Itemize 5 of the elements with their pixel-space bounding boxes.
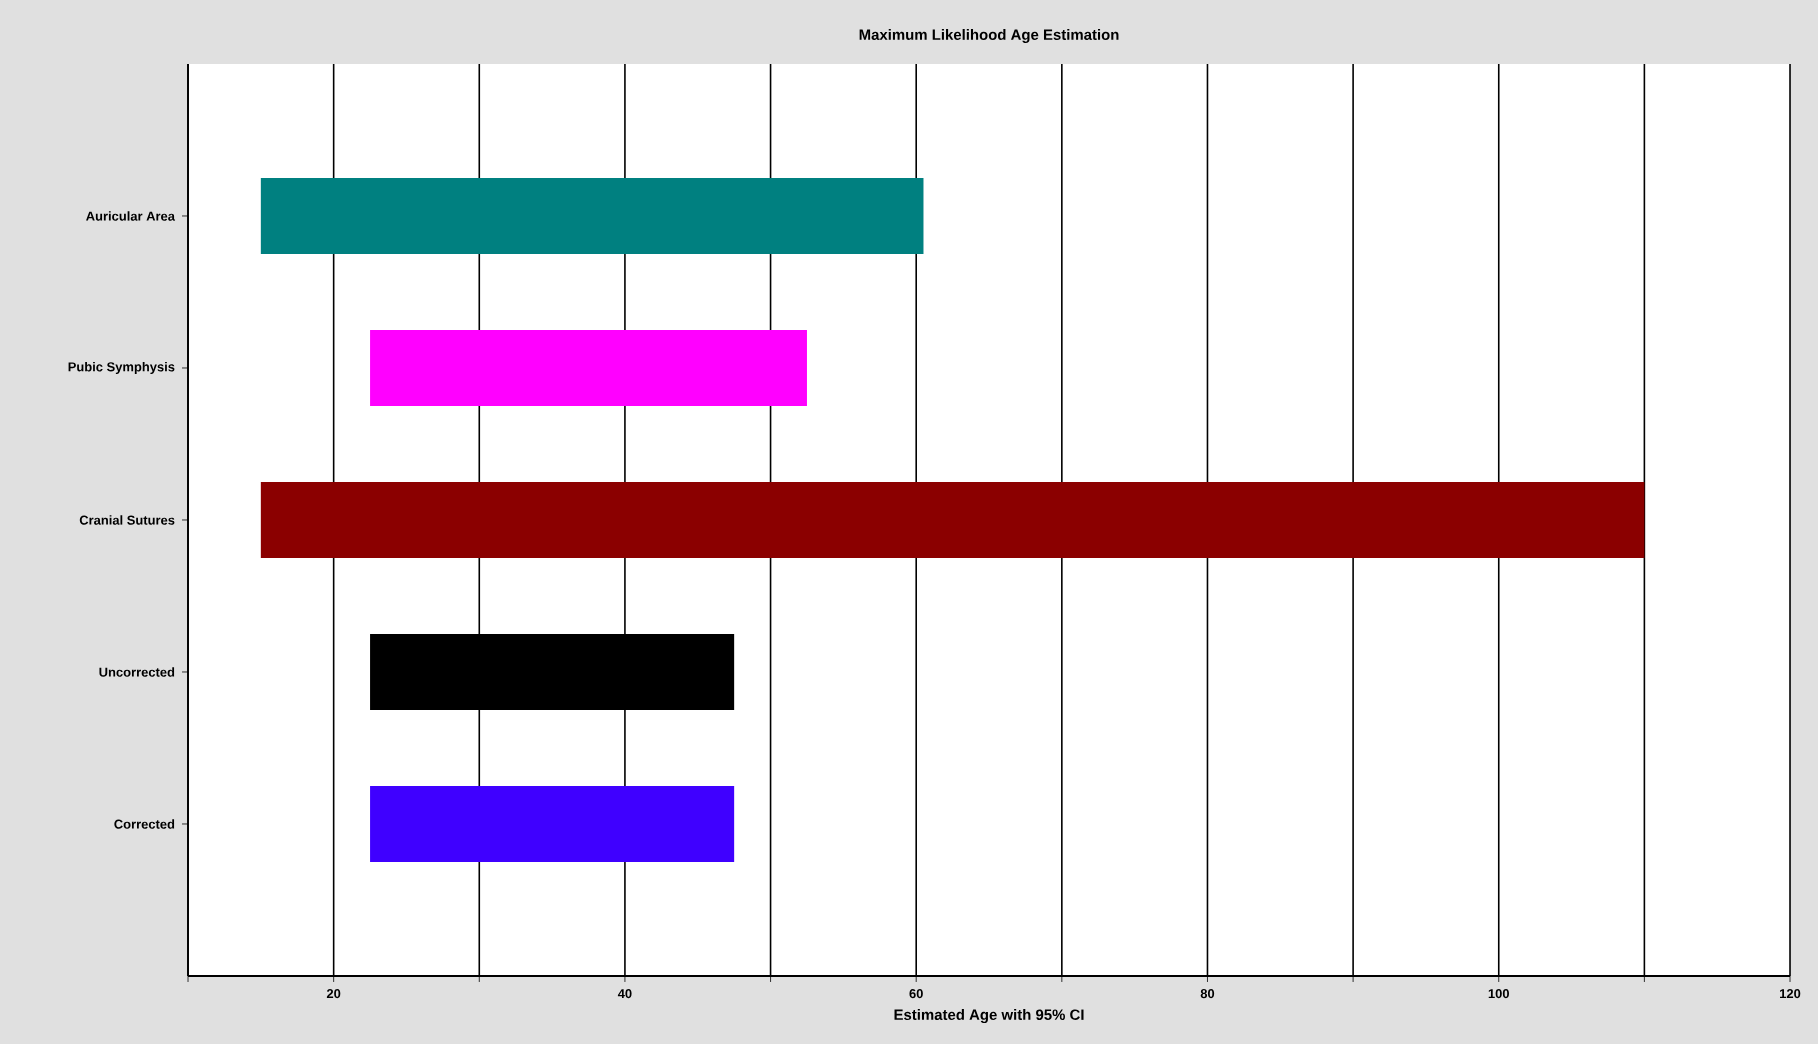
bar xyxy=(260,177,924,254)
bar xyxy=(370,329,807,406)
bar xyxy=(370,633,735,710)
bar xyxy=(260,481,1645,558)
bar xyxy=(370,785,735,862)
